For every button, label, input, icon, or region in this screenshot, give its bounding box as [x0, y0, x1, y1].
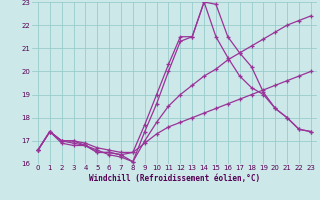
X-axis label: Windchill (Refroidissement éolien,°C): Windchill (Refroidissement éolien,°C) [89, 174, 260, 183]
